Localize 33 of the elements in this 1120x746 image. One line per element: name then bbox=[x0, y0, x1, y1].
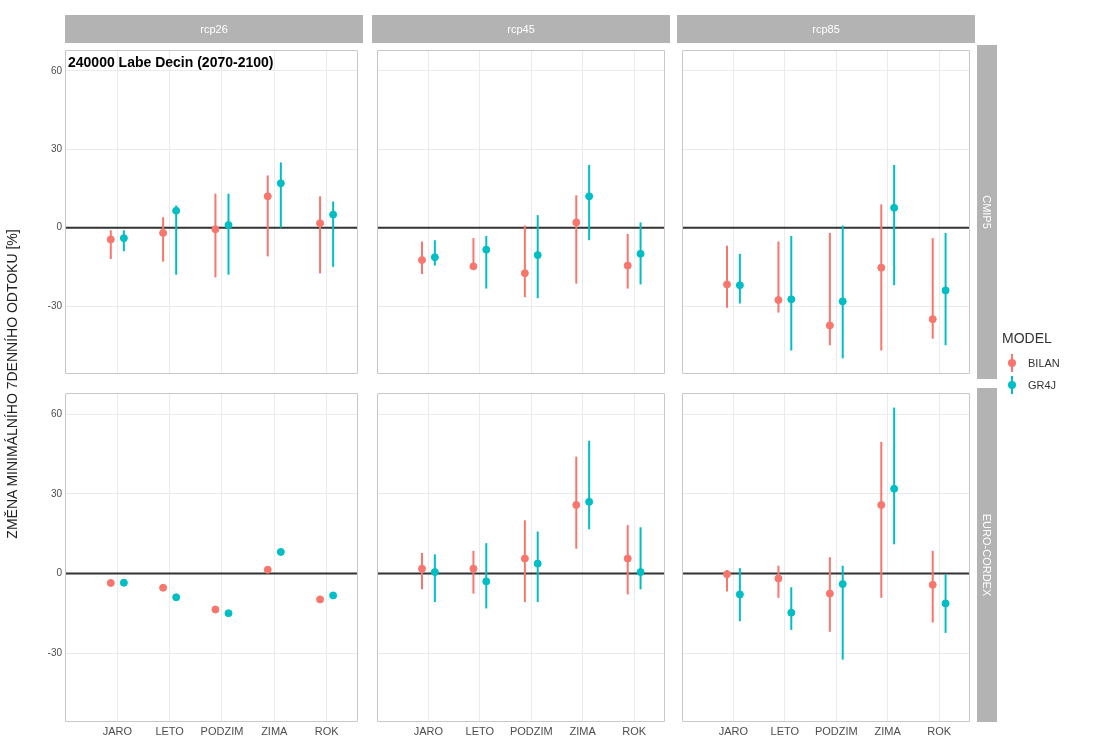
x-tick-label: PODZIM bbox=[814, 724, 858, 737]
y2-axis-title: CMIP5 bbox=[981, 195, 993, 229]
x-tick-label: LETO bbox=[770, 724, 800, 737]
x-tick-label: ZIMA bbox=[261, 724, 289, 737]
x-tick-label: JARO bbox=[413, 724, 444, 737]
y-tick-label: 0 bbox=[56, 221, 63, 233]
x-tick-label: ROK bbox=[927, 724, 952, 737]
x-tick-label: ZIMA bbox=[874, 724, 902, 737]
y-tick-label: -30 bbox=[47, 299, 63, 311]
chart-title: rcp26 bbox=[65, 15, 363, 43]
legend-title: MODEL bbox=[1002, 330, 1053, 346]
y-tick-label: 30 bbox=[50, 143, 63, 155]
y-tick-label: 0 bbox=[56, 567, 63, 579]
x-tick-label: LETO bbox=[465, 724, 495, 737]
x-tick-label: PODZIM bbox=[200, 724, 244, 737]
y-tick-label: -30 bbox=[47, 646, 63, 658]
x-tick-label: PODZIM bbox=[509, 724, 553, 737]
y-tick-label: 60 bbox=[50, 407, 63, 419]
x-tick-label: JARO bbox=[102, 724, 133, 737]
chart-title: rcp45 bbox=[372, 15, 670, 43]
x-tick-label: ROK bbox=[314, 724, 340, 737]
legend-label: BILAN bbox=[1028, 357, 1060, 369]
x-tick-label: ROK bbox=[622, 724, 647, 737]
x-tick-label: ZIMA bbox=[569, 724, 597, 737]
annotation: 240000 Labe Decin (2070-2100) bbox=[68, 53, 274, 70]
legend-label: GR4J bbox=[1028, 379, 1057, 391]
x-tick-label: JARO bbox=[718, 724, 749, 737]
y-axis-title: ZMĚNA MINIMÁLNÍHO 7DENNÍHO ODTOKU [%] bbox=[4, 228, 20, 539]
chart-title: rcp85 bbox=[677, 15, 975, 43]
x-tick-label: LETO bbox=[155, 724, 185, 737]
y-tick-label: 60 bbox=[50, 64, 63, 76]
y-tick-label: 30 bbox=[50, 487, 63, 499]
y2-axis-title: EURO-CORDEX bbox=[981, 513, 994, 597]
